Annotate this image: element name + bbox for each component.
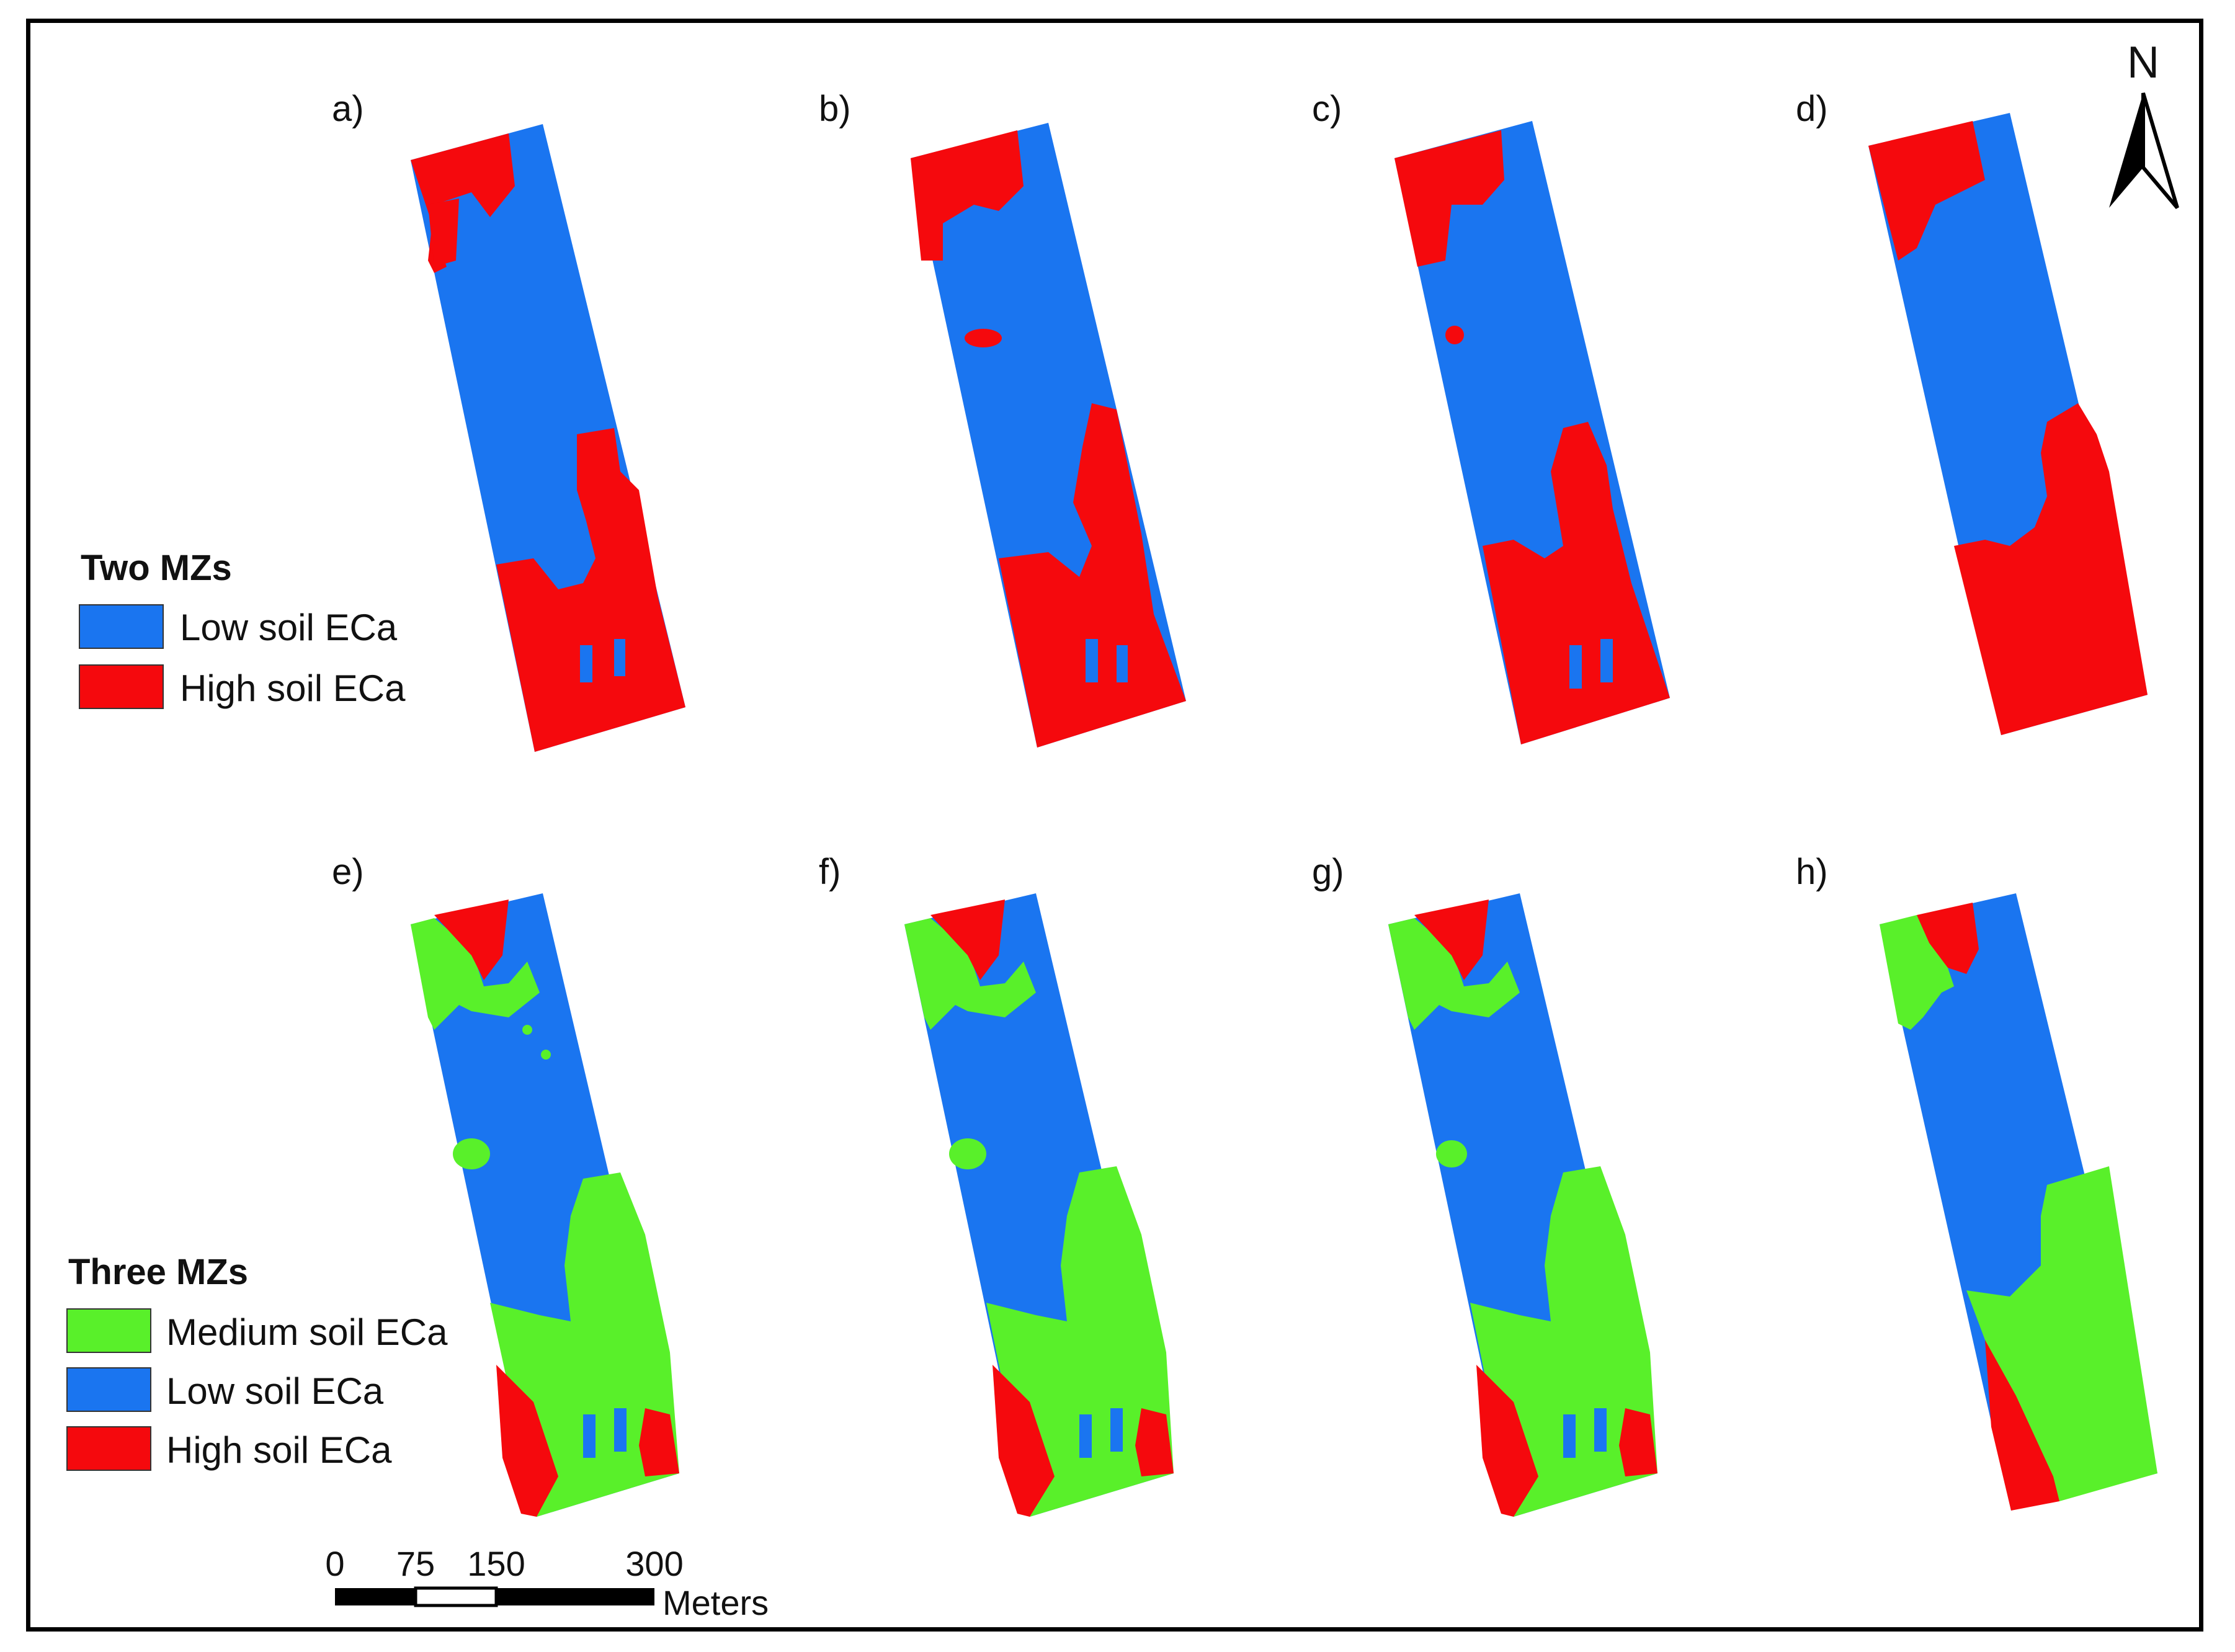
zone-map-d <box>1868 113 2148 735</box>
legend-two-label-high: High soil ECa <box>180 667 406 709</box>
scale-unit: Meters <box>662 1583 769 1622</box>
north-label: N <box>2127 38 2159 87</box>
scale-tick-300: 300 <box>625 1544 683 1583</box>
scale-tick-0: 0 <box>325 1544 344 1583</box>
panel-label-e: e) <box>332 852 364 892</box>
legend-three-swatch-low <box>66 1367 151 1412</box>
north-arrow-icon: N <box>2109 38 2179 209</box>
legend-two-mzs: Two MZs Low soil ECa High soil ECa <box>79 548 406 709</box>
zone-map-e <box>411 893 679 1517</box>
scale-segment-1 <box>335 1588 416 1605</box>
zone-map-a <box>411 124 685 752</box>
zone-map-g <box>1388 893 1657 1517</box>
panel-label-h: h) <box>1796 852 1828 892</box>
panel-label-d: d) <box>1796 89 1828 129</box>
legend-two-swatch-low <box>79 604 164 649</box>
legend-two-swatch-high <box>79 664 164 709</box>
panel-label-g: g) <box>1312 852 1344 892</box>
scale-segment-2 <box>414 1586 498 1607</box>
scale-segment-3 <box>496 1588 654 1605</box>
panel-label-b: b) <box>819 89 851 129</box>
legend-three-label-high: High soil ECa <box>166 1429 392 1471</box>
legend-two-title: Two MZs <box>81 548 232 588</box>
scale-bar: 0 75 150 300 Meters <box>325 1544 769 1622</box>
scale-tick-150: 150 <box>467 1544 525 1583</box>
zone-map-h <box>1880 893 2157 1511</box>
legend-two-label-low: Low soil ECa <box>180 607 398 648</box>
legend-three-label-medium: Medium soil ECa <box>166 1311 448 1353</box>
scale-tick-75: 75 <box>396 1544 435 1583</box>
panel-label-c: c) <box>1312 89 1342 129</box>
legend-three-mzs: Three MZs Medium soil ECa Low soil ECa H… <box>66 1252 448 1471</box>
panel-label-a: a) <box>332 89 364 129</box>
zone-map-b <box>911 123 1186 748</box>
legend-three-swatch-medium <box>66 1308 151 1353</box>
panel-label-f: f) <box>819 852 841 892</box>
legend-three-label-low: Low soil ECa <box>166 1370 384 1412</box>
legend-three-title: Three MZs <box>68 1252 248 1292</box>
zone-map-c <box>1394 121 1670 744</box>
zone-map-f <box>904 893 1174 1517</box>
legend-three-swatch-high <box>66 1426 151 1471</box>
